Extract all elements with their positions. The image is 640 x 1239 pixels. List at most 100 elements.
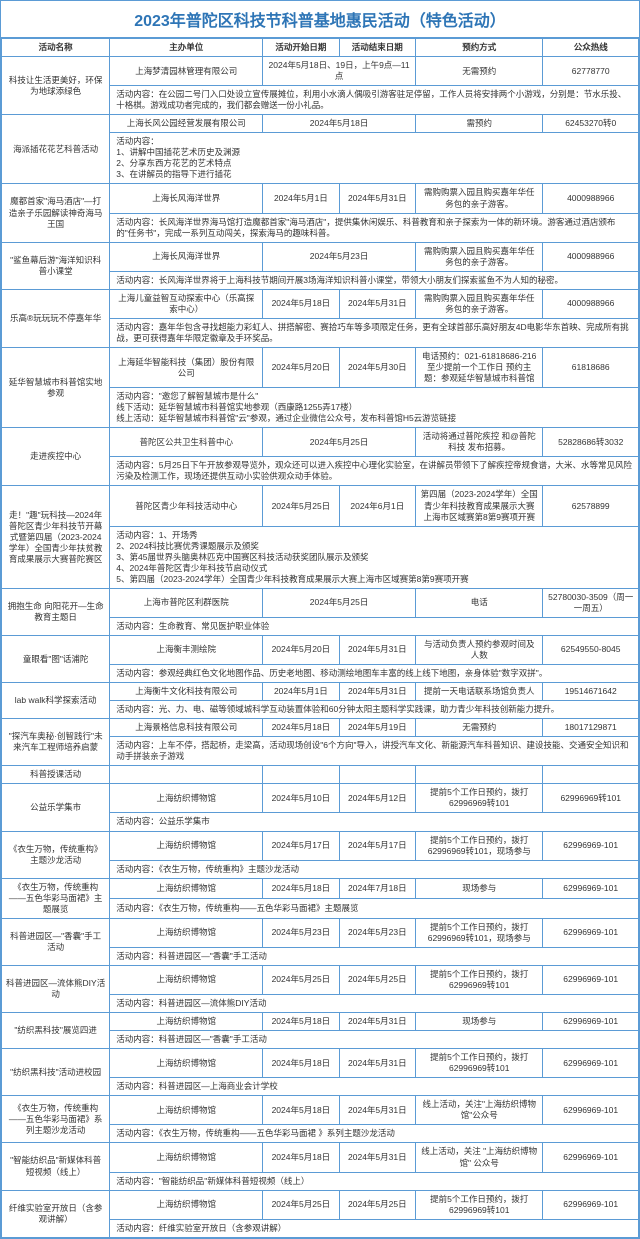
booking-cell: 提前5个工作日预约，拨打62996969转101 [416,784,543,813]
booking-cell: 电话 [416,588,543,617]
activity-content: 活动内容：1、开场秀 2、2024科技比赛优秀课题展示及颁奖3、第45届世界头脑… [110,526,639,588]
booking-cell: 活动将通过普陀疾控 和@普陀科技 发布招募。 [416,428,543,457]
end-date-cell: 2024年5月31日 [339,1049,415,1078]
booking-cell: 需购购票入园且购买嘉年华任务包的亲子游客。 [416,184,543,213]
booking-cell: 线上活动，关注"上海纺织博物馆"公众号 [416,1096,543,1125]
activity-name: 科技让生活更美好，环保为地球添绿色 [2,57,110,115]
org-cell: 上海衡牛文化科技有限公司 [110,683,263,701]
booking-cell: 第四届（2023-2024学年）全国青少年科技教育成果展示大赛上海市区域赛第8第… [416,486,543,526]
activity-content: 活动内容：科普进园区—"香囊"手工活动 [110,1031,639,1049]
activity-name: 魔都首家"海马酒店"—打造亲子乐园解读神奇海马王国 [2,184,110,242]
table-row: 拥抱生命 向阳花开—生命教育主题日上海市普陀区利群医院2024年5月25日电话5… [2,588,639,617]
end-date-cell: 2024年7月18日 [339,878,415,898]
hotline-cell: 52828686转3032 [543,428,639,457]
org-cell: 普陀区公共卫生科普中心 [110,428,263,457]
activity-name: 科普进园区—流体熊DIY活动 [2,965,110,1012]
booking-cell: 提前5个工作日预约，拨打62996969转101 [416,1049,543,1078]
booking-cell: 无需预约 [416,719,543,737]
activity-content: 活动内容：上车不停，搭起桥，走梁高，活动现场创设"6个方向"导入，讲授汽车文化、… [110,737,639,766]
start-date-cell [263,766,339,784]
start-date-cell: 2024年5月20日 [263,635,339,664]
activity-name: lab walk科学探索活动 [2,683,110,719]
start-date-cell: 2024年5月18日 [263,289,339,318]
activity-content: 活动内容：光、力、电、磁等领域城科学互动装置体验和60分钟太阳主题科学实践课，助… [110,701,639,719]
table-row: 《衣生万物，传统重构——五色华彩马面裙》主题展览上海纺织博物馆2024年5月18… [2,878,639,898]
activity-name: 科普进园区—"香囊"手工活动 [2,918,110,965]
hotline-cell: 18017129871 [543,719,639,737]
activity-content: 活动内容：长风海洋世界将于上海科技节期间开展3场海洋知识科普小课堂，带领大小朋友… [110,271,639,289]
date-cell: 2024年5月23日 [263,242,416,271]
hotline-cell: 4000988966 [543,289,639,318]
activity-name: 纤维实验室开放日（含参观讲解） [2,1190,110,1237]
table-row: "鲨鱼幕后游"海洋知识科普小课堂上海长风海洋世界2024年5月23日需购购票入园… [2,242,639,271]
hotline-cell: 62996969-101 [543,965,639,994]
date-cell: 2024年5月25日 [263,588,416,617]
hotline-cell: 4000988966 [543,242,639,271]
org-cell: 上海纺织博物馆 [110,1013,263,1031]
booking-cell: 现场参与 [416,878,543,898]
activity-name: "纺织黑科技"展览四进 [2,1013,110,1049]
table-row: "智能纺织品"新媒体科普短视频（线上）上海纺织博物馆2024年5月18日2024… [2,1143,639,1172]
booking-cell: 提前5个工作日预约，拨打62996969转101 [416,965,543,994]
table-row: 科普进园区—流体熊DIY活动上海纺织博物馆2024年5月25日2024年5月25… [2,965,639,994]
org-cell: 普陀区青少年科技活动中心 [110,486,263,526]
org-cell: 上海市普陀区利群医院 [110,588,263,617]
org-cell [110,766,263,784]
end-date-cell: 2024年5月31日 [339,683,415,701]
activity-content: 活动内容：参观经典红色文化地图作品、历史老地图、移动测绘地图车丰富的线上线下地图… [110,665,639,683]
booking-cell: 线上活动，关注 "上海纺织博物馆" 公众号 [416,1143,543,1172]
org-cell: 上海纺织博物馆 [110,1190,263,1219]
hotline-cell: 62996969-101 [543,1049,639,1078]
start-date-cell: 2024年5月1日 [263,184,339,213]
table-row: lab walk科学探索活动上海衡牛文化科技有限公司2024年5月1日2024年… [2,683,639,701]
org-cell: 上海儿童益智互动探索中心（乐高探索中心） [110,289,263,318]
activity-name: 公益乐学集市 [2,784,110,831]
start-date-cell: 2024年5月17日 [263,831,339,860]
booking-cell: 提前5个工作日预约，拨打62996969转101，现场参与 [416,918,543,947]
page-title: 2023年普陀区科技节科普基地惠民活动（特色活动） [1,1,639,38]
activity-name: 《衣生万物，传统重构——五色华彩马面裙》系列主题沙龙活动 [2,1096,110,1143]
table-row: 公益乐学集市上海纺织博物馆2024年5月10日2024年5月12日提前5个工作日… [2,784,639,813]
hotline-cell: 62778770 [543,57,639,86]
hotline-cell [543,766,639,784]
header-start: 活动开始日期 [263,39,339,57]
end-date-cell: 2024年5月31日 [339,184,415,213]
org-cell: 上海梦清园林管理有限公司 [110,57,263,86]
table-row: 童眼看"图"话浦陀上海衡丰测绘院2024年5月20日2024年5月31日与活动负… [2,635,639,664]
header-org: 主办单位 [110,39,263,57]
activity-content: 活动内容：科普进园区—上海商业会计学校 [110,1078,639,1096]
date-cell: 2024年5月18日 [263,115,416,133]
booking-cell: 现场参与 [416,1013,543,1031]
org-cell: 上海纺织博物馆 [110,1049,263,1078]
activity-content: 活动内容：生命教育、常见医护职业体验 [110,617,639,635]
activity-content: 活动内容："智能纺织品"新媒体科普短视频（线上） [110,1172,639,1190]
activity-content: 活动内容：公益乐学集市 [110,813,639,831]
hotline-cell: 52780030-3509（周一一周五） [543,588,639,617]
activity-content: 活动内容：科普进园区—流体熊DIY活动 [110,995,639,1013]
table-row: 科技让生活更美好，环保为地球添绿色上海梦清园林管理有限公司2024年5月18日、… [2,57,639,86]
header-end: 活动结束日期 [339,39,415,57]
hotline-cell: 62549550-8045 [543,635,639,664]
org-cell: 上海衡丰测绘院 [110,635,263,664]
activity-name: 《衣生万物，传统重构——五色华彩马面裙》主题展览 [2,878,110,918]
hotline-cell: 62996969-101 [543,1190,639,1219]
activity-name: 走！"趣"玩科技—2024年普陀区青少年科技节开幕式暨第四届（2023-2024… [2,486,110,588]
end-date-cell: 2024年5月31日 [339,1143,415,1172]
table-row: 科普授课活动 [2,766,639,784]
header-name: 活动名称 [2,39,110,57]
table-row: 科普进园区—"香囊"手工活动上海纺织博物馆2024年5月23日2024年5月23… [2,918,639,947]
hotline-cell: 4000988966 [543,184,639,213]
end-date-cell: 2024年5月25日 [339,1190,415,1219]
start-date-cell: 2024年5月18日 [263,719,339,737]
org-cell: 上海延华智能科技（集团）股份有限公司 [110,347,263,387]
hotline-cell: 62996969-101 [543,1096,639,1125]
end-date-cell: 2024年5月31日 [339,635,415,664]
start-date-cell: 2024年5月1日 [263,683,339,701]
activity-content: 活动内容：纤维实验室开放日（含参观讲解） [110,1219,639,1237]
date-cell: 2024年5月25日 [263,428,416,457]
activity-table: 活动名称 主办单位 活动开始日期 活动结束日期 预约方式 公众热线 科技让生活更… [1,38,639,1238]
end-date-cell [339,766,415,784]
end-date-cell: 2024年5月31日 [339,289,415,318]
start-date-cell: 2024年5月18日 [263,1049,339,1078]
activity-name: 走进疾控中心 [2,428,110,486]
